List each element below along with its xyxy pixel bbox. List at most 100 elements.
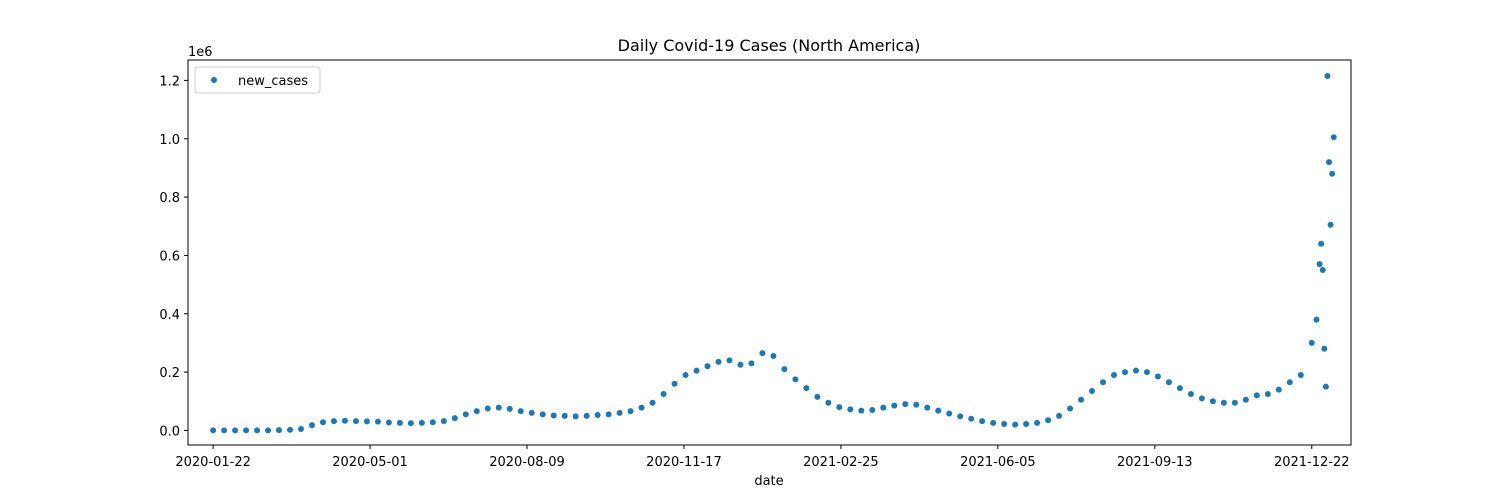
data-point bbox=[814, 393, 821, 400]
data-point bbox=[1111, 372, 1118, 378]
data-point bbox=[440, 418, 447, 425]
y-tick-label: 0.2 bbox=[159, 366, 180, 381]
data-point bbox=[385, 419, 392, 426]
data-point bbox=[341, 417, 348, 424]
legend-box bbox=[194, 66, 321, 94]
data-point bbox=[1297, 372, 1304, 378]
data-point bbox=[462, 411, 469, 418]
data-point bbox=[1023, 421, 1030, 427]
data-point bbox=[869, 407, 876, 413]
data-point bbox=[1143, 369, 1150, 376]
data-point bbox=[759, 350, 766, 357]
data-point bbox=[1322, 383, 1329, 390]
data-point bbox=[1001, 421, 1008, 427]
x-tick-label: 2020-08-09 bbox=[489, 455, 565, 470]
data-point bbox=[737, 361, 744, 368]
data-point bbox=[1318, 240, 1325, 247]
data-point bbox=[583, 412, 590, 419]
data-point bbox=[693, 367, 700, 374]
data-point bbox=[880, 404, 887, 411]
data-point bbox=[363, 418, 370, 425]
data-point bbox=[715, 358, 722, 365]
data-point bbox=[561, 412, 568, 419]
data-point bbox=[825, 399, 832, 406]
data-point bbox=[1253, 392, 1260, 399]
data-point bbox=[1176, 385, 1183, 392]
data-point bbox=[539, 411, 546, 418]
x-tick-label: 2021-12-22 bbox=[1274, 455, 1350, 470]
data-point bbox=[1319, 267, 1326, 273]
plot-area bbox=[187, 59, 1352, 446]
data-point bbox=[287, 426, 294, 433]
data-point bbox=[473, 408, 480, 415]
data-point bbox=[1078, 396, 1085, 403]
data-point bbox=[1308, 339, 1315, 346]
data-point bbox=[781, 366, 788, 373]
data-point bbox=[1056, 412, 1063, 419]
legend-label: new_cases bbox=[238, 74, 308, 89]
data-point bbox=[1209, 398, 1216, 405]
data-point bbox=[1100, 379, 1107, 386]
data-point bbox=[946, 410, 953, 417]
data-point bbox=[935, 407, 942, 414]
data-point bbox=[1264, 390, 1271, 397]
legend: new_cases bbox=[194, 66, 321, 94]
data-point bbox=[243, 427, 250, 434]
data-point bbox=[748, 360, 755, 367]
data-point bbox=[1089, 388, 1096, 395]
data-point bbox=[847, 406, 854, 413]
data-point bbox=[968, 415, 975, 422]
data-point bbox=[891, 402, 898, 409]
data-point bbox=[902, 401, 909, 408]
data-point bbox=[704, 363, 711, 370]
data-point bbox=[913, 401, 920, 408]
data-point bbox=[649, 399, 656, 406]
y-tick-label: 0.6 bbox=[159, 249, 180, 264]
data-point bbox=[1329, 170, 1336, 177]
y-tick-label: 1.2 bbox=[159, 74, 180, 89]
data-point bbox=[1198, 395, 1205, 402]
data-point bbox=[1313, 316, 1320, 323]
data-point bbox=[605, 411, 612, 418]
data-point bbox=[726, 357, 733, 364]
data-point bbox=[770, 353, 777, 360]
data-point bbox=[1326, 159, 1333, 166]
chart-title: Daily Covid-19 Cases (North America) bbox=[618, 36, 921, 55]
data-point bbox=[1316, 261, 1323, 268]
data-point bbox=[407, 420, 414, 427]
data-point bbox=[265, 427, 272, 434]
data-point bbox=[836, 404, 843, 411]
x-tick-label: 2021-02-25 bbox=[803, 455, 879, 470]
legend-marker bbox=[211, 77, 217, 83]
data-point bbox=[682, 372, 689, 378]
data-point bbox=[803, 385, 810, 392]
data-point bbox=[429, 419, 436, 426]
x-axis: 2020-01-22 2020-05-01 2020-08-09 2020-11-17… bbox=[175, 445, 1350, 470]
data-point bbox=[638, 404, 645, 411]
data-point bbox=[957, 413, 964, 420]
data-point bbox=[319, 419, 326, 426]
data-point bbox=[232, 427, 239, 434]
data-point bbox=[1275, 386, 1282, 393]
data-point bbox=[1187, 390, 1194, 397]
data-point bbox=[298, 425, 305, 432]
y-tick-label: 1.0 bbox=[159, 133, 180, 148]
data-point bbox=[660, 390, 667, 397]
x-tick-label: 2021-06-05 bbox=[960, 455, 1036, 470]
x-axis-label: date bbox=[754, 474, 783, 489]
data-point bbox=[858, 407, 865, 414]
data-point bbox=[506, 405, 513, 412]
data-point bbox=[1045, 417, 1052, 424]
data-point bbox=[990, 419, 997, 426]
data-point bbox=[528, 409, 535, 416]
data-point bbox=[396, 419, 403, 426]
data-point bbox=[572, 413, 579, 420]
data-point bbox=[1286, 379, 1293, 386]
data-point bbox=[517, 408, 524, 415]
data-point bbox=[1165, 379, 1172, 386]
data-point bbox=[418, 419, 425, 426]
data-point bbox=[1321, 345, 1328, 352]
data-point bbox=[792, 376, 799, 383]
y-axis: 0.0 0.2 0.4 0.6 0.8 1.0 1.2 bbox=[159, 74, 188, 439]
data-point bbox=[1121, 369, 1128, 376]
